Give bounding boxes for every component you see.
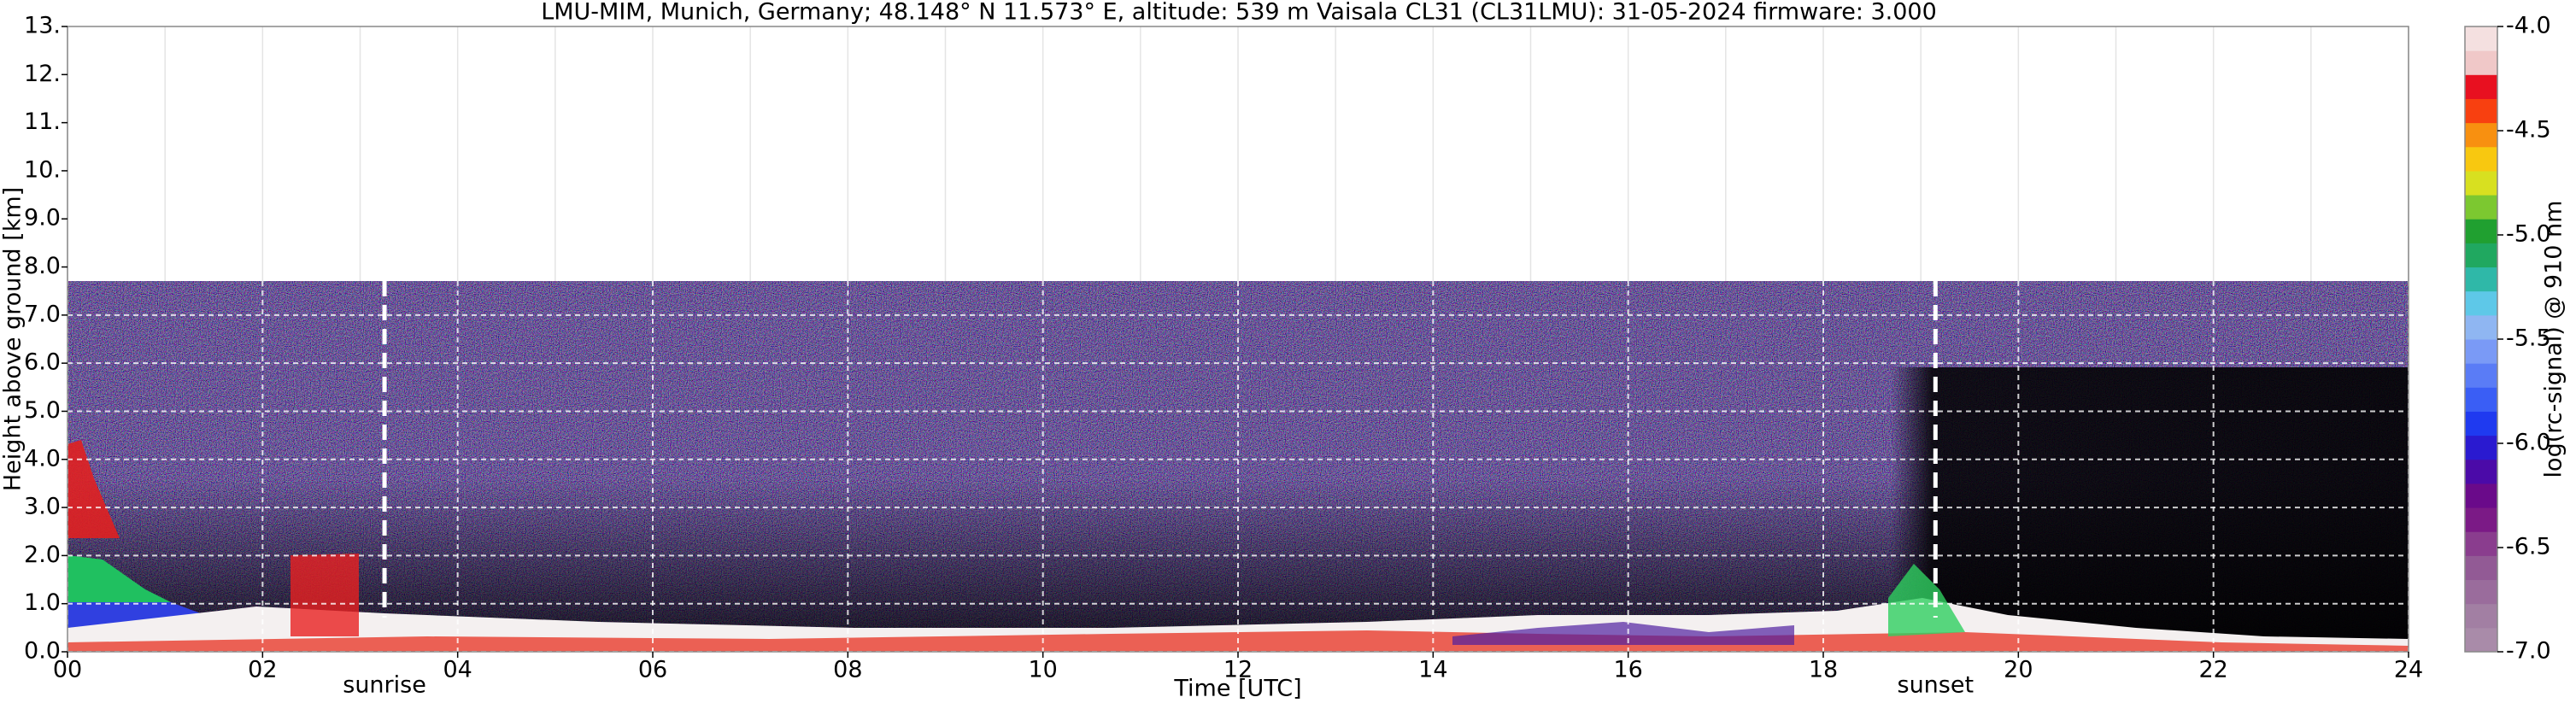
colorbar-swatch bbox=[2465, 267, 2497, 292]
colorbar-tick-label: -5.0 bbox=[2506, 221, 2551, 248]
y-tick-label: 12. bbox=[24, 61, 61, 87]
colorbar-swatch bbox=[2465, 387, 2497, 412]
colorbar-swatch bbox=[2465, 339, 2497, 364]
colorbar-swatch bbox=[2465, 555, 2497, 581]
x-tick-label: 14 bbox=[1418, 657, 1447, 683]
colorbar-tick-label: -7.0 bbox=[2506, 638, 2551, 665]
colorbar-swatch bbox=[2465, 146, 2497, 172]
x-tick-label: 18 bbox=[1809, 657, 1838, 683]
y-tick-label: 8.0 bbox=[24, 253, 61, 279]
colorbar-tick-label: -6.5 bbox=[2506, 534, 2551, 560]
colorbar-label: log(rc-signal) @ 910 nm bbox=[2541, 201, 2567, 478]
colorbar-tick-label: -6.0 bbox=[2506, 430, 2551, 456]
x-tick-label: 24 bbox=[2394, 657, 2423, 683]
x-tick-label: 22 bbox=[2198, 657, 2227, 683]
x-tick-label: 02 bbox=[248, 657, 277, 683]
y-tick-label: 4.0 bbox=[24, 445, 61, 472]
y-tick-label: 0.0 bbox=[24, 638, 61, 665]
annotation-label: sunset bbox=[1898, 672, 1975, 699]
colorbar-swatch bbox=[2465, 195, 2497, 220]
y-axis-label: Height above ground [km] bbox=[0, 187, 26, 491]
colorbar-swatch bbox=[2465, 74, 2497, 99]
y-tick-label: 7.0 bbox=[24, 301, 61, 327]
x-tick-label: 04 bbox=[443, 657, 472, 683]
colorbar-tick-label: -5.5 bbox=[2506, 325, 2551, 352]
y-tick-label: 6.0 bbox=[24, 349, 61, 376]
annotation-label: sunrise bbox=[343, 672, 426, 699]
colorbar-swatch bbox=[2465, 219, 2497, 243]
colorbar-tick-label: -4.5 bbox=[2506, 117, 2551, 144]
y-tick-label: 1.0 bbox=[24, 589, 61, 616]
colorbar-swatch bbox=[2465, 627, 2497, 653]
y-tick-label: 10. bbox=[24, 156, 61, 183]
x-tick-label: 06 bbox=[638, 657, 667, 683]
colorbar-swatch bbox=[2465, 26, 2497, 51]
colorbar-swatch bbox=[2465, 243, 2497, 268]
y-tick-label: 2.0 bbox=[24, 542, 61, 568]
y-tick-label: 11. bbox=[24, 108, 61, 135]
colorbar-swatch bbox=[2465, 531, 2497, 556]
x-tick-label: 12 bbox=[1223, 657, 1253, 683]
x-tick-label: 00 bbox=[53, 657, 82, 683]
colorbar-swatch bbox=[2465, 50, 2497, 75]
colorbar-swatch bbox=[2465, 579, 2497, 605]
colorbar-swatch bbox=[2465, 435, 2497, 460]
chart-title: LMU-MIM, Munich, Germany; 48.148° N 11.5… bbox=[541, 0, 1937, 26]
colorbar-swatch bbox=[2465, 98, 2497, 124]
colorbar-swatch bbox=[2465, 122, 2497, 148]
y-tick-label: 13. bbox=[24, 13, 61, 39]
colorbar-swatch bbox=[2465, 170, 2497, 196]
colorbar-swatch bbox=[2465, 603, 2497, 629]
x-axis-label: Time [UTC] bbox=[1173, 676, 1301, 702]
colorbar-swatch bbox=[2465, 507, 2497, 532]
x-tick-label: 10 bbox=[1028, 657, 1057, 683]
y-tick-label: 5.0 bbox=[24, 397, 61, 424]
y-tick-label: 3.0 bbox=[24, 494, 61, 520]
y-tick-label: 9.0 bbox=[24, 205, 61, 231]
colorbar-swatch bbox=[2465, 290, 2497, 316]
colorbar-swatch bbox=[2465, 459, 2497, 484]
colorbar-swatch bbox=[2465, 411, 2497, 437]
colorbar-swatch bbox=[2465, 314, 2497, 340]
colorbar-swatch bbox=[2465, 363, 2497, 388]
x-tick-label: 20 bbox=[2004, 657, 2033, 683]
colorbar-tick-label: -4.0 bbox=[2506, 13, 2551, 39]
x-tick-label: 16 bbox=[1613, 657, 1642, 683]
colorbar-swatch bbox=[2465, 483, 2497, 508]
x-tick-label: 08 bbox=[833, 657, 862, 683]
